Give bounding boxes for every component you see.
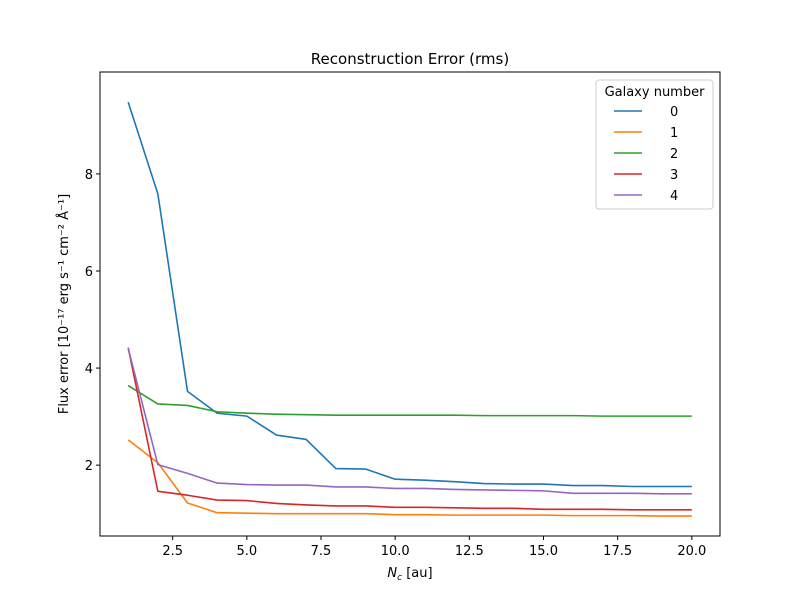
x-tick-label: 17.5 [603, 544, 632, 559]
legend: Galaxy number 0 1 2 3 4 [595, 79, 714, 210]
chart-title: Reconstruction Error (rms) [311, 50, 509, 68]
plot-area [127, 101, 692, 517]
x-tick-label: 2.5 [162, 544, 183, 559]
x-axis-label-unit: [au] [402, 566, 432, 581]
y-tick-label: 2 [85, 459, 93, 474]
legend-title: Galaxy number [605, 85, 706, 100]
x-tick-label: 15.0 [529, 544, 558, 559]
x-axis-label: Nc [au] [387, 566, 432, 583]
x-tick-label: 5.0 [236, 544, 257, 559]
y-axis-ticks: 2 4 6 8 [85, 168, 100, 474]
series-line-0 [127, 101, 692, 488]
legend-label-4: 4 [670, 189, 678, 204]
legend-label-2: 2 [670, 147, 678, 162]
x-tick-label: 7.5 [311, 544, 332, 559]
y-tick-label: 6 [85, 265, 93, 280]
x-axis-label-var: N [387, 566, 397, 581]
legend-box [595, 79, 714, 210]
legend-label-0: 0 [670, 105, 678, 120]
x-tick-label: 10.0 [381, 544, 410, 559]
x-tick-label: 20.0 [677, 544, 706, 559]
x-axis-label-sub: c [397, 573, 402, 583]
series-line-2 [127, 384, 692, 417]
x-tick-label: 12.5 [455, 544, 484, 559]
legend-label-1: 1 [670, 126, 678, 141]
legend-label-3: 3 [670, 168, 678, 183]
y-tick-label: 8 [85, 168, 93, 183]
y-axis-label: Flux error [10⁻¹⁷ erg s⁻¹ cm⁻² Å⁻¹] [56, 194, 72, 414]
plot-frame [99, 71, 721, 537]
series-line-3 [127, 347, 692, 511]
x-axis-ticks: 2.5 5.0 7.5 10.0 12.5 15.0 17.5 20.0 [162, 536, 706, 559]
series-line-4 [127, 347, 692, 495]
series-line-1 [127, 439, 692, 517]
y-tick-label: 4 [85, 362, 93, 377]
